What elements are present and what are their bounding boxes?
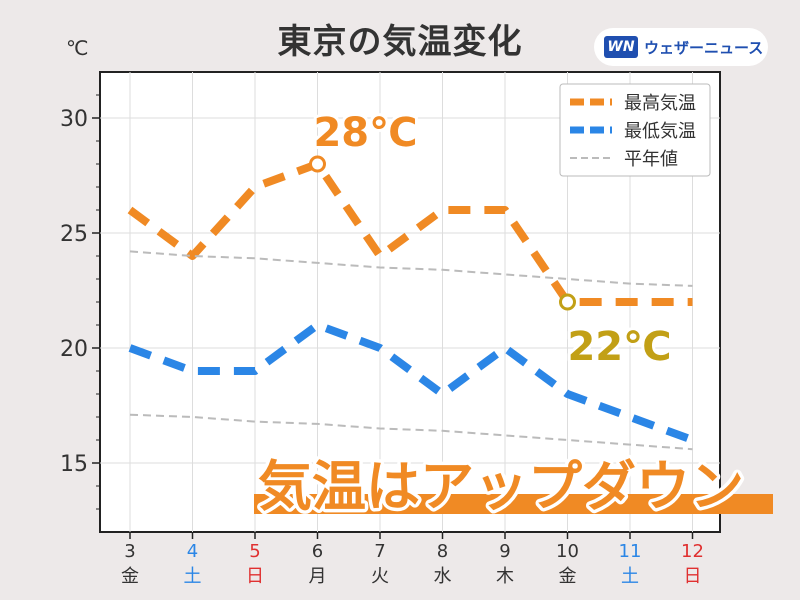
banner-underline [254,494,773,514]
chart-title: 東京の気温変化 [277,22,523,62]
brand-badge: WN ウェザーニュース [594,28,768,66]
annotation-marker [559,293,576,311]
x-tick-weekday: 金 [121,566,139,587]
annotation-label: 22℃ [567,324,671,370]
x-tick-weekday: 土 [621,566,639,587]
annotation-marker [309,155,326,173]
x-tick-day: 11 [619,541,642,562]
x-tick-day: 7 [374,541,385,562]
x-tick-weekday: 水 [434,566,452,587]
x-tick-day: 9 [499,541,510,562]
x-tick-day: 12 [681,541,704,562]
series-line [129,250,693,287]
x-tick-day: 4 [187,541,198,562]
series-line [127,160,693,306]
x-tick-weekday: 月 [309,566,327,587]
legend-label: 最高気温 [624,93,696,114]
x-tick-day: 3 [124,541,135,562]
x-tick-day: 5 [249,541,260,562]
x-tick-weekday: 木 [496,566,514,587]
legend-label: 最低気温 [624,121,696,142]
legend-box [559,83,711,177]
x-tick-weekday: 金 [559,566,577,587]
brand-logo: WN [604,36,638,58]
x-tick-weekday: 日 [684,566,702,587]
y-tick-label: 25 [60,222,88,247]
x-tick-day: 8 [437,541,448,562]
brand-name: ウェザーニュース [644,38,764,57]
x-tick-weekday: 土 [184,566,202,587]
annotation-label: 28℃ [313,110,417,156]
x-tick-day: 10 [556,541,579,562]
banner-text: 気温はアップダウン [258,455,744,518]
legend-label: 平年値 [624,149,678,170]
x-tick-weekday: 日 [246,566,264,587]
x-tick-weekday: 火 [371,566,389,587]
series-line [129,413,693,451]
y-tick-label: 15 [60,452,88,477]
y-axis-unit: ℃ [66,36,89,60]
y-tick-label: 30 [60,107,88,132]
y-tick-label: 20 [60,337,88,362]
x-tick-day: 6 [312,541,323,562]
